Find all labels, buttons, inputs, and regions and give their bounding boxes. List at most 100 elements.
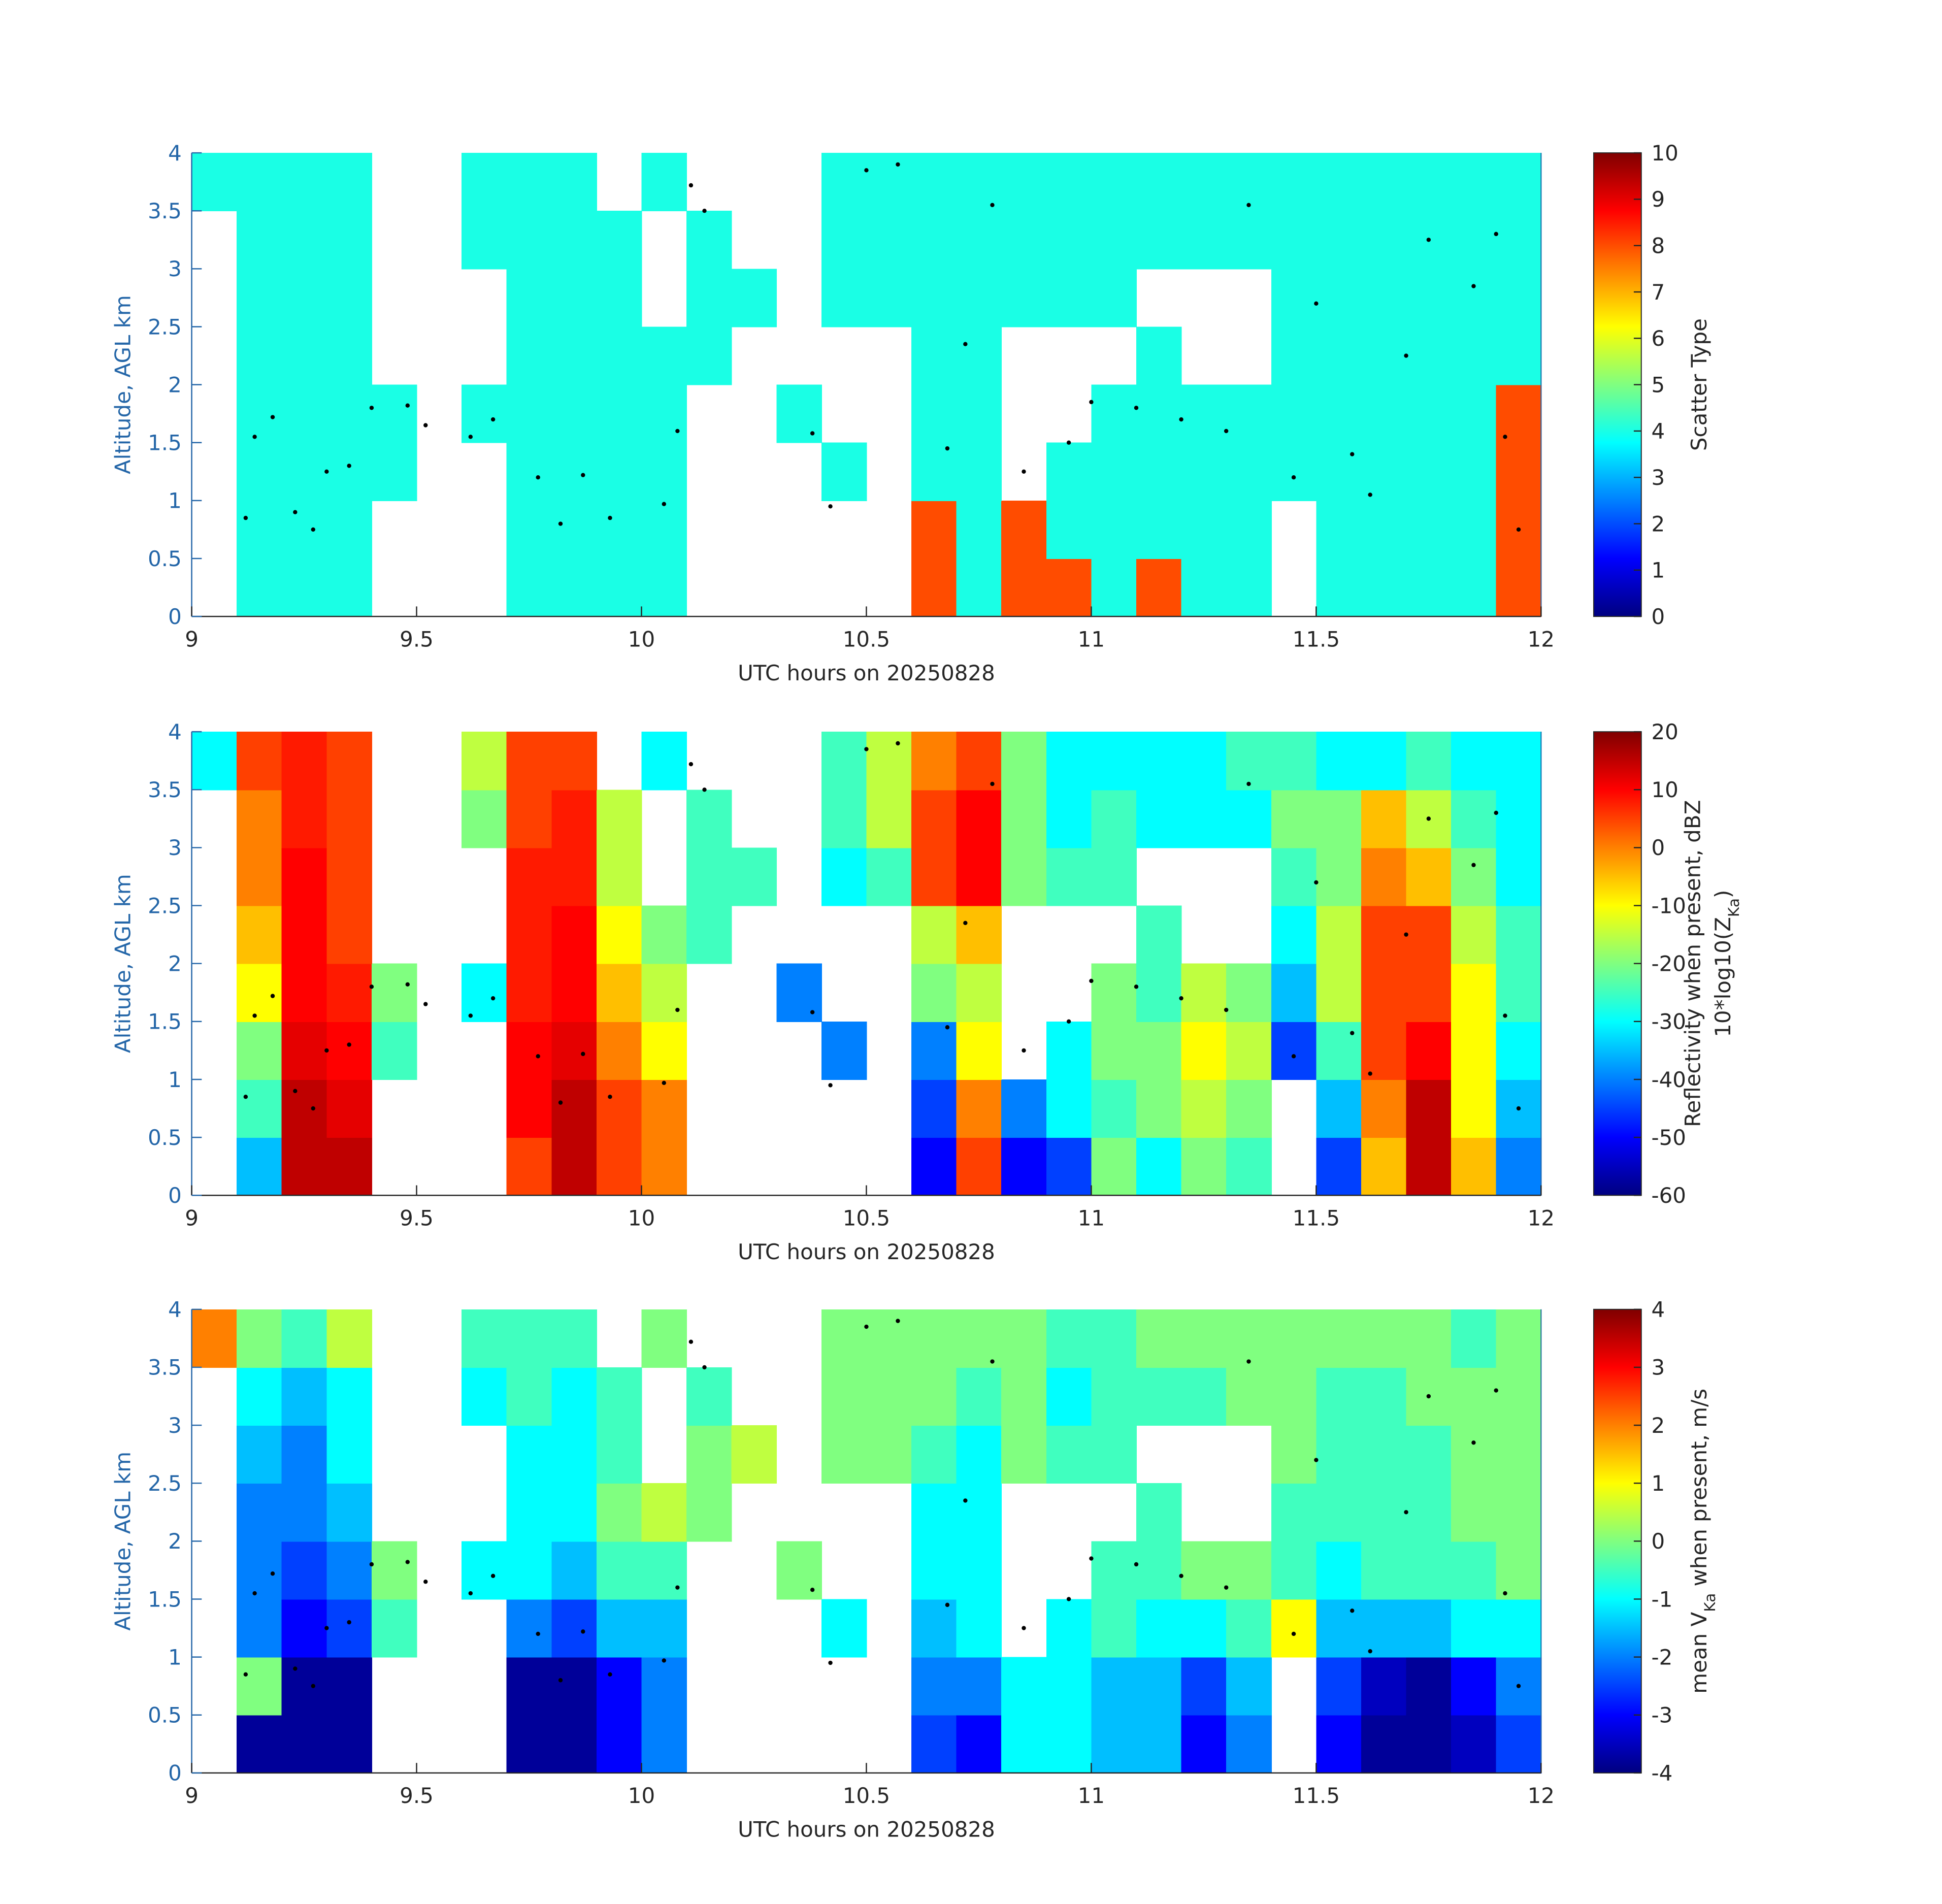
colorbar-label: mean VKa when present, m/s bbox=[1687, 1389, 1719, 1694]
scatter-point bbox=[324, 1626, 329, 1630]
heatmap-cell bbox=[1136, 1021, 1182, 1080]
y-tick-label: 2.5 bbox=[148, 314, 182, 339]
heatmap-cell bbox=[1451, 1715, 1497, 1774]
heatmap-cell bbox=[686, 1367, 732, 1426]
heatmap-cell bbox=[551, 384, 597, 443]
heatmap-cell bbox=[1001, 1715, 1047, 1774]
colorbar-tick-label: 0 bbox=[1651, 1529, 1665, 1554]
heatmap-cell bbox=[1136, 153, 1182, 212]
heatmap-cell bbox=[596, 1541, 642, 1600]
scatter-point bbox=[702, 1365, 707, 1370]
colorbar-label: 10*log10(ZKa) bbox=[1710, 890, 1742, 1037]
colorbar bbox=[1593, 731, 1642, 1196]
heatmap-cell bbox=[1046, 211, 1092, 270]
scatter-point bbox=[1246, 203, 1251, 207]
heatmap-cell bbox=[1001, 153, 1047, 212]
heatmap-cell bbox=[1136, 732, 1182, 791]
heatmap-cell bbox=[1451, 1079, 1497, 1138]
heatmap-cell bbox=[956, 442, 1002, 501]
heatmap-cell bbox=[956, 559, 1002, 617]
scatter-point bbox=[581, 1052, 585, 1056]
heatmap-cell bbox=[1361, 559, 1407, 617]
y-tick-label: 1.5 bbox=[148, 1009, 182, 1034]
heatmap-cell bbox=[1181, 732, 1227, 791]
heatmap-cell bbox=[911, 1483, 957, 1542]
heatmap-cell bbox=[1361, 1657, 1407, 1716]
heatmap-cell bbox=[551, 1657, 597, 1716]
scatter-point bbox=[1066, 1019, 1071, 1024]
heatmap-cell bbox=[1361, 1021, 1407, 1080]
scatter-point bbox=[1179, 1573, 1183, 1579]
heatmap-cell bbox=[237, 1657, 282, 1716]
heatmap-cell bbox=[956, 384, 1002, 443]
heatmap-cell bbox=[371, 384, 417, 443]
heatmap-cell bbox=[281, 1137, 327, 1196]
heatmap-cell bbox=[1271, 384, 1317, 443]
heatmap-cell bbox=[326, 153, 372, 212]
heatmap-cell bbox=[1451, 732, 1497, 791]
heatmap-cell bbox=[1226, 384, 1272, 443]
heatmap-cell bbox=[281, 1425, 327, 1484]
heatmap-cell bbox=[237, 905, 282, 964]
scatter-point bbox=[270, 994, 275, 998]
x-tick-label: 11 bbox=[1078, 627, 1105, 651]
heatmap-cell bbox=[1316, 1309, 1362, 1368]
heatmap-cell bbox=[911, 847, 957, 906]
heatmap-cell bbox=[911, 326, 957, 385]
heatmap-cell bbox=[1001, 732, 1047, 791]
heatmap-cell bbox=[1271, 1021, 1317, 1080]
heatmap-cell bbox=[1406, 905, 1452, 964]
heatmap-cell bbox=[1316, 559, 1362, 617]
heatmap-cell bbox=[956, 1137, 1002, 1196]
scatter-point bbox=[1494, 810, 1498, 815]
heatmap-cell bbox=[1406, 500, 1452, 559]
heatmap-cell bbox=[1271, 963, 1317, 1022]
y-tick-label: 2.5 bbox=[148, 1471, 182, 1496]
heatmap-cell bbox=[551, 790, 597, 848]
heatmap-cell bbox=[506, 963, 552, 1022]
scatter-point bbox=[1368, 493, 1372, 497]
heatmap-cell bbox=[1046, 847, 1092, 906]
heatmap-cell bbox=[371, 442, 417, 501]
heatmap-cell bbox=[506, 1309, 552, 1368]
x-tick-label: 10 bbox=[628, 1205, 655, 1230]
heatmap-cell bbox=[1091, 1425, 1137, 1484]
scatter-point bbox=[581, 473, 585, 477]
heatmap-cell bbox=[1226, 442, 1272, 501]
heatmap-cell bbox=[551, 269, 597, 327]
x-tick-label: 12 bbox=[1528, 1205, 1555, 1230]
scatter-point bbox=[369, 1562, 374, 1567]
scatter-point bbox=[423, 423, 428, 428]
scatter-point bbox=[1426, 238, 1431, 242]
heatmap-cell bbox=[1136, 384, 1182, 443]
scatter-point bbox=[1224, 429, 1229, 434]
heatmap-cell bbox=[1046, 153, 1092, 212]
heatmap-cell bbox=[1091, 790, 1137, 848]
heatmap-cell bbox=[326, 1021, 372, 1080]
y-tick-label: 3.5 bbox=[148, 199, 182, 223]
y-tick-label: 2 bbox=[168, 951, 182, 976]
scatter-point bbox=[1503, 1591, 1507, 1596]
heatmap-cell bbox=[1361, 1715, 1407, 1774]
heatmap-cell bbox=[1316, 384, 1362, 443]
heatmap-cell bbox=[326, 963, 372, 1022]
heatmap-cell bbox=[1451, 153, 1497, 212]
heatmap-cell bbox=[1001, 269, 1047, 327]
scatter-point bbox=[311, 1106, 315, 1111]
colorbar-tick-label: 10 bbox=[1651, 777, 1678, 802]
heatmap-cell bbox=[506, 1483, 552, 1542]
heatmap-cell bbox=[1001, 790, 1047, 848]
colorbar-tick-label: -30 bbox=[1651, 1009, 1686, 1034]
heatmap-cell bbox=[956, 326, 1002, 385]
scatter-point bbox=[252, 435, 257, 439]
colorbar-label: Reflectivity when present, dBZ bbox=[1681, 800, 1705, 1127]
heatmap-cell bbox=[1361, 1309, 1407, 1368]
x-tick-label: 9.5 bbox=[400, 1783, 434, 1808]
scatter-point bbox=[810, 1588, 815, 1592]
heatmap-cell bbox=[1046, 269, 1092, 327]
heatmap-cell bbox=[1316, 1367, 1362, 1426]
heatmap-cell bbox=[281, 905, 327, 964]
scatter-point bbox=[1291, 1054, 1296, 1059]
heatmap-cell bbox=[1496, 1021, 1542, 1080]
scatter-point bbox=[963, 921, 968, 926]
